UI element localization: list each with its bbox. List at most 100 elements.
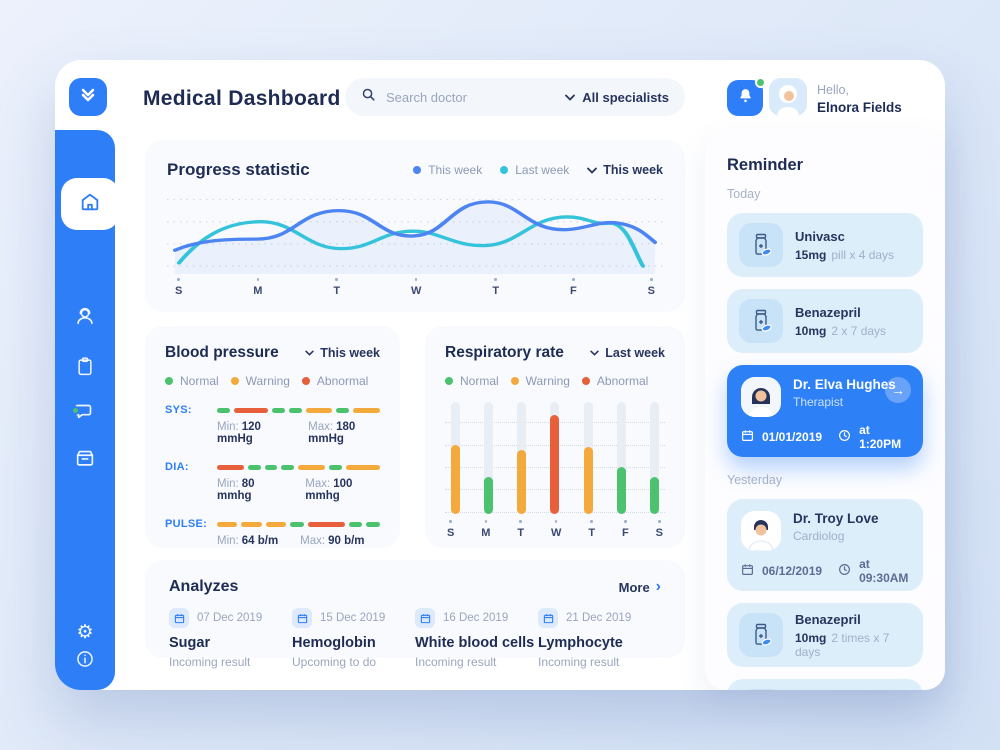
analysis-item-lymphocyte[interactable]: 21 Dec 2019 Lymphocyte Incoming result (538, 608, 661, 669)
progress-range-dropdown[interactable]: This week (587, 163, 663, 177)
search-input[interactable] (386, 89, 566, 105)
today-label: Today (727, 187, 761, 201)
appointment-card-elva-hughes[interactable]: → Dr. Elva Hughes Therapist 01/01/2019 a… (727, 365, 923, 457)
user-greeting: Hello, Elnora Fields (817, 82, 902, 117)
analysis-status: Incoming result (169, 655, 251, 669)
progress-range-label: This week (603, 163, 663, 177)
bp-pulse-label: PULSE: (165, 518, 208, 530)
sidebar-item-home[interactable] (61, 178, 119, 230)
yesterday-label: Yesterday (727, 473, 783, 487)
med-card-univasc-today[interactable]: Univasc 15mg pill x 4 days (727, 213, 923, 277)
specialists-dropdown[interactable]: All specialists (565, 90, 669, 105)
progress-statistic-card: Progress statistic This week Last week T… (145, 140, 685, 312)
axis-label: F (621, 526, 629, 539)
clock-icon (838, 563, 851, 579)
analysis-name: Sugar (169, 635, 211, 651)
resp-range-dropdown[interactable]: Last week (590, 346, 665, 360)
doctor-avatar (741, 377, 781, 417)
sidebar-item-info[interactable] (55, 641, 115, 681)
med-dose: 10mg (795, 323, 827, 338)
gear-icon: ⚙ (76, 621, 94, 643)
axis-label: T (492, 284, 500, 297)
resp-x-axis: S M T W T F S (445, 514, 665, 539)
home-icon (79, 191, 101, 218)
appointment-time: at 1:20PM (859, 423, 902, 451)
calendar-icon (415, 608, 435, 628)
pill-bottle-icon (739, 299, 783, 343)
progress-title: Progress statistic (167, 160, 310, 179)
med-name: Benazepril (795, 304, 861, 320)
legend-normal: Normal (460, 374, 499, 388)
axis-label: M (481, 526, 491, 539)
legend-this-week: This week (428, 163, 483, 177)
chat-notification-dot (71, 405, 80, 415)
clipboard-icon (75, 356, 95, 381)
axis-label: T (517, 526, 525, 539)
reminder-title: Reminder (727, 156, 804, 174)
pill-bottle-icon (739, 613, 783, 657)
analysis-item-sugar[interactable]: 07 Dec 2019 Sugar Incoming result (169, 608, 292, 669)
respiratory-bar-chart (445, 402, 665, 514)
bp-sys-bar (217, 407, 380, 413)
med-schedule: 2 x 7 days (831, 323, 887, 338)
bp-dia-minmax: Min: 80 mmhg Max: 100 mmhg (217, 478, 353, 502)
axis-label: S (647, 284, 655, 297)
doctor-role: Therapist (793, 395, 844, 409)
progress-legend: This week Last week This week (413, 163, 663, 177)
double-chevron-icon (79, 86, 97, 109)
sidebar-item-doctors[interactable] (55, 298, 115, 338)
legend-last-week: Last week (515, 163, 570, 177)
respiratory-rate-card: Respiratory rate Last week Normal Warnin… (425, 326, 685, 548)
bp-range-dropdown[interactable]: This week (305, 346, 380, 360)
this-week-dot (413, 166, 422, 174)
open-appointment-button[interactable]: → (885, 377, 911, 403)
analysis-item-white-blood-cells[interactable]: 16 Dec 2019 White blood cells Incoming r… (415, 608, 538, 669)
bp-row-dia: DIA: (165, 461, 380, 473)
progress-x-axis: S M T W T F S (167, 274, 663, 297)
arrow-right-icon: → (891, 382, 905, 398)
med-name: Benazepril (795, 611, 861, 627)
analysis-date: 15 Dec 2019 (320, 612, 386, 624)
bp-sys-minmax: Min: 120 mmHg Max: 180 mmHg (217, 421, 356, 445)
clock-icon (838, 429, 851, 445)
legend-warning: Warning (525, 374, 570, 388)
bar-sun (451, 402, 460, 514)
bp-range-label: This week (320, 346, 380, 360)
calendar-icon (538, 608, 558, 628)
sidebar-item-messages[interactable] (55, 393, 115, 433)
notifications-button[interactable] (727, 77, 766, 116)
analysis-name: Lymphocyte (538, 635, 623, 651)
pill-bottle-icon (739, 689, 783, 690)
analysis-item-hemoglobin[interactable]: 15 Dec 2019 Hemoglobin Upcoming to do (292, 608, 415, 669)
doctor-name: Dr. Troy Love (793, 511, 879, 526)
legend-normal: Normal (180, 374, 219, 388)
appointment-card-troy-love[interactable]: Dr. Troy Love Cardiolog 06/12/2019 at 09… (727, 499, 923, 591)
specialists-dropdown-label: All specialists (582, 89, 669, 105)
appointment-date: 01/01/2019 (762, 430, 823, 444)
axis-label: T (588, 526, 596, 539)
appointment-meta: 01/01/2019 at 1:20PM (741, 423, 909, 451)
sidebar-item-archive[interactable] (55, 440, 115, 480)
analyzes-more-link[interactable]: More › (619, 579, 661, 595)
med-dose: 10mg (795, 630, 827, 645)
app-window: ⚙ Medical Dashboard All specialists (55, 60, 945, 690)
doctor-avatar (741, 511, 781, 551)
sidebar-item-records[interactable] (55, 348, 115, 388)
doctor-role: Cardiolog (793, 529, 845, 543)
bp-pulse-bar (217, 521, 380, 527)
axis-label: M (253, 284, 263, 297)
blood-pressure-card: Blood pressure This week Normal Warning … (145, 326, 400, 548)
med-card-benazepril-today[interactable]: Benazepril 10mg 2 x 7 days (727, 289, 923, 353)
med-card-benazepril-yesterday[interactable]: Benazepril 10mg 2 times x 7 days (727, 603, 923, 667)
bar-mon (484, 402, 494, 514)
progress-line-chart (167, 190, 663, 274)
med-schedule: pill x 4 days (831, 247, 895, 262)
analyzes-title: Analyzes (169, 578, 239, 595)
sidebar-item-settings[interactable]: ⚙ (55, 612, 115, 652)
user-avatar[interactable] (769, 78, 807, 116)
bp-row-sys: SYS: (165, 404, 380, 416)
analysis-name: Hemoglobin (292, 635, 376, 651)
search-bar: All specialists (345, 78, 685, 116)
med-name: Univasc (795, 228, 845, 244)
